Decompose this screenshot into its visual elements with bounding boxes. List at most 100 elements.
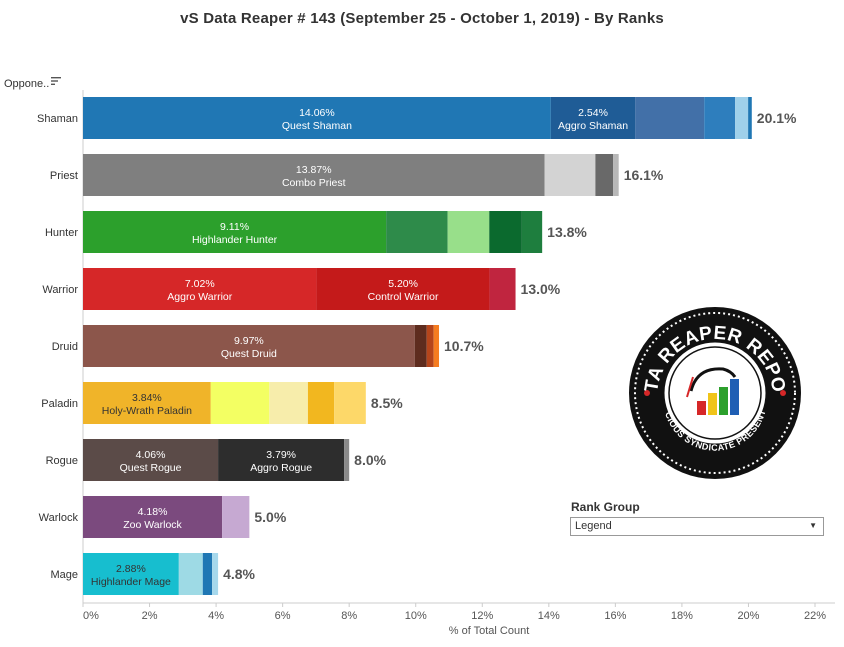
bar-segment-rogue-1 xyxy=(218,439,345,481)
bar-segment-priest-0 xyxy=(83,154,545,196)
segment-name-label: Aggro Shaman xyxy=(558,120,628,132)
x-tick-label: 0% xyxy=(83,610,99,622)
bar-segment-mage-3 xyxy=(212,553,219,595)
chevron-down-icon: ▼ xyxy=(809,521,817,530)
x-tick-label: 18% xyxy=(671,610,693,622)
bar-total-label-mage: 4.8% xyxy=(223,566,255,582)
segment-value-label: 13.87% xyxy=(296,164,332,176)
bar-segment-paladin-0 xyxy=(83,382,211,424)
bar-segment-shaman-5 xyxy=(748,97,752,139)
bar-total-label-druid: 10.7% xyxy=(444,338,484,354)
category-label-rogue: Rogue xyxy=(46,455,78,467)
bar-segment-warrior-0 xyxy=(83,268,317,310)
segment-value-label: 4.18% xyxy=(138,506,168,518)
segment-name-label: Holy-Wrath Paladin xyxy=(102,405,192,417)
bar-total-label-hunter: 13.8% xyxy=(547,224,587,240)
x-tick-label: 22% xyxy=(804,610,826,622)
segment-value-label: 2.54% xyxy=(578,107,608,119)
segment-name-label: Quest Shaman xyxy=(282,120,352,132)
bar-segment-priest-2 xyxy=(595,154,614,196)
bar-segment-hunter-1 xyxy=(386,211,448,253)
x-tick-label: 16% xyxy=(604,610,626,622)
bar-total-label-rogue: 8.0% xyxy=(354,452,386,468)
x-tick-label: 6% xyxy=(275,610,291,622)
x-tick-label: 4% xyxy=(208,610,224,622)
bar-segment-druid-1 xyxy=(414,325,427,367)
sort-icon[interactable] xyxy=(51,76,61,86)
bar-segment-mage-1 xyxy=(178,553,203,595)
bar-segment-hunter-0 xyxy=(83,211,387,253)
x-tick-label: 2% xyxy=(142,610,158,622)
x-tick-label: 12% xyxy=(471,610,493,622)
segment-value-label: 7.02% xyxy=(185,278,215,290)
bar-total-label-priest: 16.1% xyxy=(624,167,664,183)
bar-segment-shaman-2 xyxy=(635,97,705,139)
bar-segment-mage-2 xyxy=(202,553,213,595)
category-label-mage: Mage xyxy=(50,569,78,581)
segment-value-label: 4.06% xyxy=(136,449,166,461)
bar-segment-priest-1 xyxy=(544,154,596,196)
segment-name-label: Aggro Warrior xyxy=(167,291,232,303)
bar-segment-paladin-1 xyxy=(210,382,270,424)
segment-name-label: Quest Rogue xyxy=(120,462,182,474)
bar-segment-rogue-0 xyxy=(83,439,219,481)
bar-segment-druid-2 xyxy=(426,325,434,367)
x-tick-label: 8% xyxy=(341,610,357,622)
bar-segment-hunter-3 xyxy=(489,211,522,253)
bar-segment-shaman-0 xyxy=(83,97,551,139)
category-label-warlock: Warlock xyxy=(39,512,79,524)
category-label-druid: Druid xyxy=(52,341,78,353)
bar-segment-paladin-3 xyxy=(307,382,335,424)
segment-value-label: 14.06% xyxy=(299,107,335,119)
legend-title: Rank Group xyxy=(571,500,640,514)
segment-value-label: 9.11% xyxy=(220,221,249,233)
segment-value-label: 9.97% xyxy=(234,335,264,347)
bar-segment-mage-0 xyxy=(83,553,179,595)
bar-total-label-paladin: 8.5% xyxy=(371,395,403,411)
segment-name-label: Highlander Hunter xyxy=(192,234,278,246)
bar-segment-druid-3 xyxy=(433,325,440,367)
segment-name-label: Control Warrior xyxy=(368,291,439,303)
category-label-priest: Priest xyxy=(50,170,78,182)
bar-segment-druid-0 xyxy=(83,325,415,367)
bar-segment-shaman-1 xyxy=(550,97,636,139)
bar-segment-hunter-4 xyxy=(521,211,543,253)
x-axis-title: % of Total Count xyxy=(449,625,530,637)
rank-group-dropdown[interactable]: Legend ▼ xyxy=(570,517,824,536)
data-reaper-report-logo: DATA REAPER REPORT VICIOUS SYNDICATE PRE… xyxy=(627,305,801,479)
category-label-shaman: Shaman xyxy=(37,113,78,125)
segment-name-label: Zoo Warlock xyxy=(123,519,182,531)
bar-segment-paladin-2 xyxy=(269,382,308,424)
bar-segment-warlock-0 xyxy=(83,496,223,538)
x-tick-label: 10% xyxy=(405,610,427,622)
bar-segment-hunter-2 xyxy=(447,211,490,253)
bar-segment-priest-3 xyxy=(613,154,619,196)
sort-field-label[interactable]: Oppone.. xyxy=(4,78,50,90)
segment-value-label: 2.88% xyxy=(116,563,146,575)
segment-name-label: Highlander Mage xyxy=(91,576,171,588)
bar-segment-shaman-3 xyxy=(704,97,736,139)
segment-name-label: Quest Druid xyxy=(221,348,277,360)
x-tick-label: 14% xyxy=(538,610,560,622)
rank-group-selected-value: Legend xyxy=(575,520,612,532)
category-label-hunter: Hunter xyxy=(45,227,78,239)
category-label-warrior: Warrior xyxy=(42,284,78,296)
logo-bar-chart-icon xyxy=(686,367,739,415)
bar-segment-rogue-2 xyxy=(344,439,350,481)
bar-segment-shaman-4 xyxy=(735,97,749,139)
chart-title: vS Data Reaper # 143 (September 25 - Oct… xyxy=(180,10,664,27)
segment-name-label: Combo Priest xyxy=(282,177,346,189)
segment-value-label: 3.79% xyxy=(266,449,296,461)
segment-value-label: 5.20% xyxy=(388,278,418,290)
segment-name-label: Aggro Rogue xyxy=(250,462,312,474)
bar-segment-warrior-2 xyxy=(489,268,516,310)
segment-value-label: 3.84% xyxy=(132,392,162,404)
bar-total-label-warlock: 5.0% xyxy=(254,509,286,525)
bar-total-label-shaman: 20.1% xyxy=(757,110,797,126)
bar-total-label-warrior: 13.0% xyxy=(521,281,561,297)
x-tick-label: 20% xyxy=(737,610,759,622)
bar-segment-paladin-4 xyxy=(334,382,366,424)
bar-segment-warrior-1 xyxy=(316,268,490,310)
category-label-paladin: Paladin xyxy=(41,398,78,410)
